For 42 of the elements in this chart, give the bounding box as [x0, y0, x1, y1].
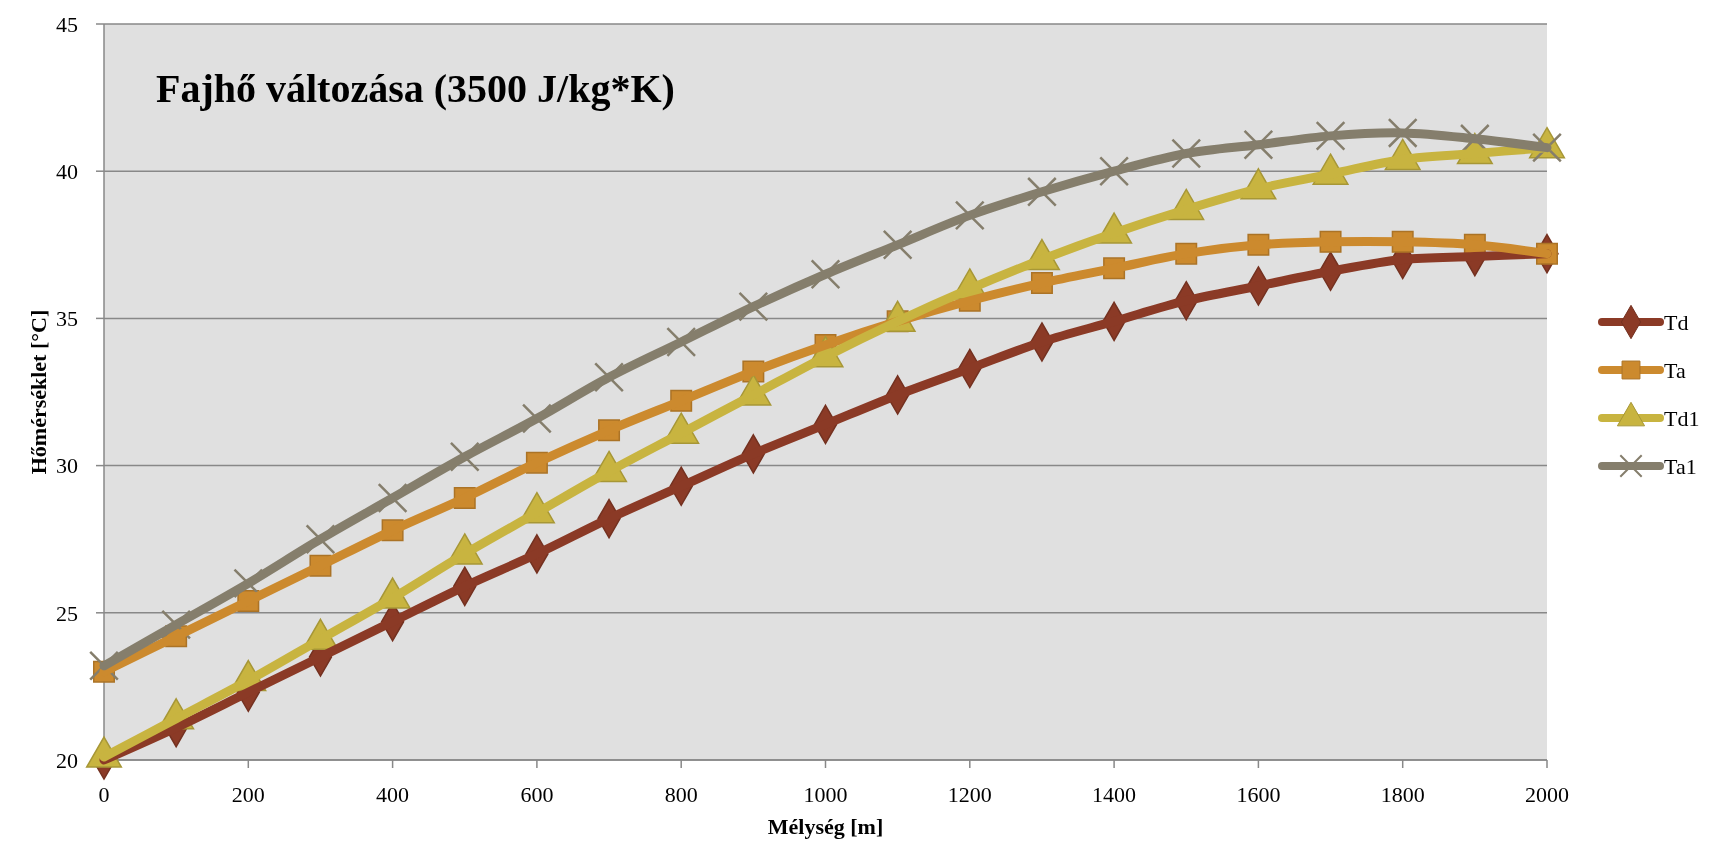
point — [1171, 138, 1202, 169]
x-tick-label: 1200 — [947, 782, 992, 807]
y-tick-label: 40 — [56, 158, 78, 184]
x-tick-label: 1400 — [1092, 782, 1137, 807]
x-tick-label: 2000 — [1525, 782, 1569, 807]
point — [449, 441, 480, 472]
point — [1099, 156, 1130, 187]
point — [882, 229, 913, 260]
y-tick-label: 35 — [56, 306, 78, 332]
legend-label: Ta — [1664, 357, 1686, 383]
y-tick-label: 25 — [56, 600, 78, 626]
x-tick-label: 600 — [520, 782, 554, 807]
legend-label: Td1 — [1664, 405, 1700, 431]
legend-label: Ta1 — [1664, 453, 1697, 479]
point — [593, 362, 625, 393]
y-tick-label: 20 — [56, 747, 78, 773]
x-tick-label: 200 — [231, 782, 265, 807]
point — [377, 482, 408, 514]
x-axis-title: Mélység [m] — [767, 814, 884, 839]
x-tick-label: 400 — [376, 782, 410, 807]
point — [738, 291, 769, 322]
point — [1315, 120, 1346, 151]
text: Fajhő változása (3500 J/kg*K) — [156, 66, 675, 111]
legend-label: Td — [1664, 309, 1689, 335]
y-tick-label: 45 — [56, 11, 78, 37]
x-tick-label: 800 — [664, 782, 698, 807]
point — [1243, 129, 1274, 160]
x-tick-label: 0 — [98, 782, 110, 807]
point — [233, 568, 264, 599]
point — [810, 259, 841, 290]
point — [521, 403, 552, 434]
point — [1026, 176, 1058, 207]
point — [1387, 117, 1418, 148]
x-tick-label: 1600 — [1236, 782, 1281, 807]
y-tick-label: 30 — [56, 453, 78, 479]
point — [954, 200, 985, 231]
point — [666, 326, 697, 358]
y-axis-title: Hőmérséklet [°C] — [26, 309, 51, 475]
point — [88, 650, 120, 681]
point — [305, 524, 336, 555]
x-tick-label: 1000 — [803, 782, 848, 807]
x-tick-label: 1800 — [1380, 782, 1425, 807]
